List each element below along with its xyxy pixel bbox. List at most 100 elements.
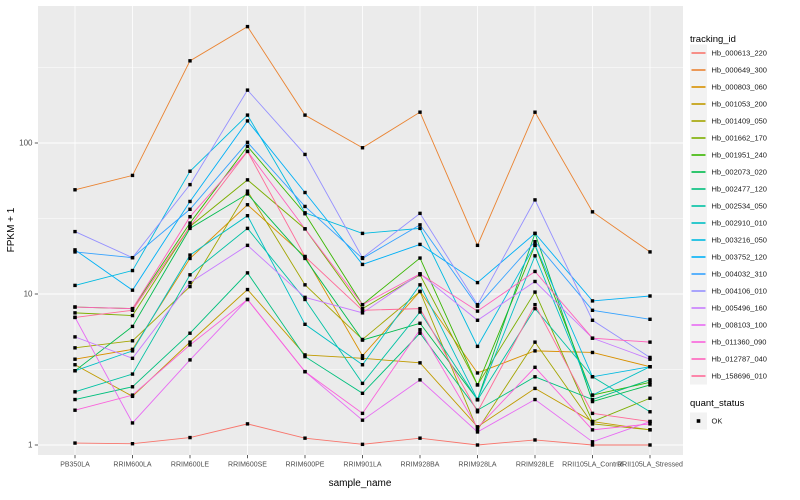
legend-label: Hb_158696_010 [712,372,767,381]
data-point [73,305,77,309]
data-point [590,308,595,312]
data-point [360,442,365,447]
data-point [188,169,192,173]
x-tick-label: PB350LA [60,462,90,469]
plot-panel [38,6,683,455]
data-point [648,250,652,254]
data-point [188,253,192,257]
data-point [303,254,307,259]
data-point [418,436,422,440]
data-point [360,311,365,315]
data-point [360,354,365,358]
data-points [73,24,652,447]
x-tick-label: RRIM600LA [113,462,151,469]
data-point [188,226,192,231]
data-point [245,189,250,193]
legend-label: Hb_002477_120 [712,185,767,194]
data-point [245,24,250,29]
data-point [188,59,192,63]
data-point [130,173,135,178]
data-point [418,242,422,247]
legend-label: Hb_008103_100 [712,321,767,330]
data-point [360,391,365,395]
x-tick-label: RRIM928BA [401,462,440,469]
data-point [418,378,422,382]
data-point [418,289,422,294]
data-point [188,256,192,261]
legend-entries: Hb_000613_220 Hb_000649_300 Hb_000803_060 H… [690,44,767,385]
data-point [533,290,537,294]
data-point [648,410,652,414]
panel-background [38,6,683,455]
data-point [418,283,422,287]
data-point [475,428,480,432]
data-point [418,272,422,276]
y-tick-label: 10 [24,290,33,299]
data-point [475,243,480,248]
data-point [590,411,595,416]
data-point [475,430,480,434]
data-point [130,385,135,389]
data-point [360,146,365,150]
data-point [475,344,480,349]
data-point [188,358,192,362]
legend-label: Hb_003752_120 [712,253,767,262]
data-point [533,375,537,379]
legend-label: OK [712,417,723,426]
data-point [73,390,77,394]
x-tick-label: RRIM600LE [171,462,209,469]
data-point [188,284,192,289]
data-point [188,215,192,219]
data-point [188,199,192,204]
data-point [245,422,250,426]
data-point [418,321,422,325]
data-point [188,340,192,344]
data-point [303,152,307,157]
data-point [130,339,135,343]
data-point [245,113,250,117]
data-point [245,144,250,149]
data-point [590,299,595,303]
data-point [188,207,192,211]
data-point [475,397,480,402]
data-point [130,288,135,292]
data-point [245,119,250,123]
data-point [245,243,250,248]
data-point [418,211,422,216]
legend-label: Hb_012787_040 [712,355,767,364]
legend-label: Hb_003216_050 [712,236,767,245]
x-tick-label: RRIM928LA [458,462,496,469]
data-point [303,436,307,440]
data-point [475,280,480,285]
data-point [188,435,192,440]
data-point [590,399,595,404]
data-point [648,317,652,321]
data-point [303,190,307,195]
data-point [130,313,135,318]
data-point [73,357,77,361]
x-tick-label: RRIM600SE [228,462,267,469]
data-point [73,346,77,350]
data-point [245,88,250,92]
data-point [533,231,537,236]
data-point [73,250,77,254]
data-point [590,210,595,214]
data-point [648,380,652,385]
data-point [590,397,595,402]
data-point [73,311,77,315]
x-tick-label: RRII105LA_Stressed [617,462,683,469]
data-point [533,302,537,307]
data-point [533,254,537,258]
legend-label: Hb_004106_010 [712,287,767,296]
legend-label: Hb_001951_240 [712,151,767,160]
data-point [533,365,537,370]
data-point [245,287,250,292]
data-point [533,240,537,244]
data-point [188,221,192,225]
data-point [360,411,365,416]
y-tick-label: 1 [28,441,33,450]
data-point [418,226,422,231]
data-point [245,226,250,231]
data-point [73,283,77,288]
data-point [73,188,77,192]
